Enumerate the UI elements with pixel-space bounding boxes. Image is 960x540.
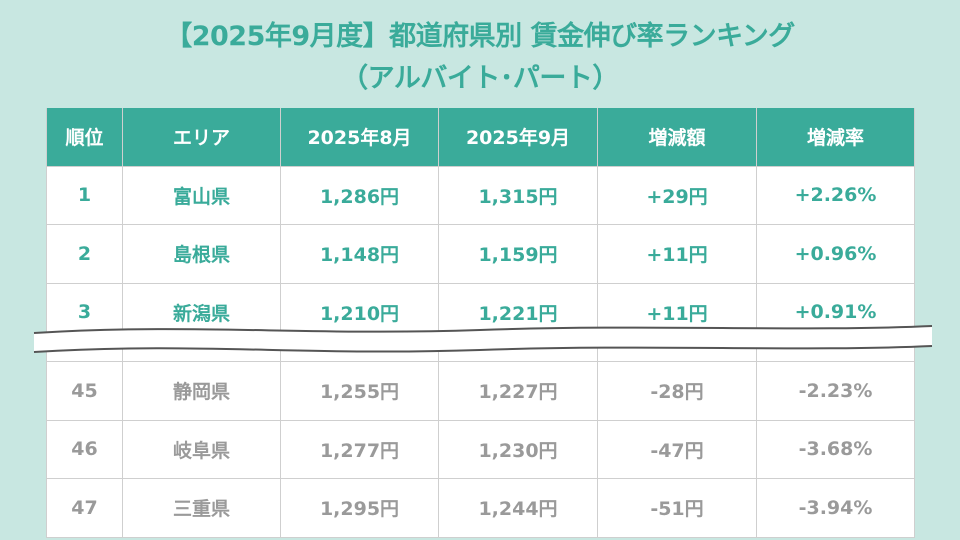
cell: 富山県 [122, 165, 281, 225]
cell: 1,227円 [438, 361, 598, 421]
table-row: 46 岐阜県 1,277円 1,230円 -47円 -3.68% [46, 419, 915, 479]
cell: -47円 [597, 419, 757, 479]
header-rate: 増減率 [756, 108, 915, 167]
header-sep: 2025年9月 [438, 108, 598, 167]
header-aug: 2025年8月 [280, 108, 439, 167]
cell: -2.23% [756, 361, 915, 421]
cell: 1,255円 [280, 361, 439, 421]
cell: +2.26% [756, 165, 915, 225]
cell: 1,230円 [438, 419, 598, 479]
cell: 46 [46, 419, 123, 479]
cell: 島根県 [122, 224, 281, 284]
cell: 静岡県 [122, 361, 281, 421]
cell: +29円 [597, 165, 757, 225]
page-subtitle: （アルバイト･パート） [341, 63, 619, 94]
omission-wave-divider [33, 325, 933, 353]
table-row: 2 島根県 1,148円 1,159円 +11円 +0.96% [46, 224, 915, 284]
table-header: 順位 エリア 2025年8月 2025年9月 増減額 増減率 [46, 108, 915, 167]
cell: 1,295円 [280, 478, 439, 538]
cell: 岐阜県 [122, 419, 281, 479]
table-row: 47 三重県 1,295円 1,244円 -51円 -3.94% [46, 478, 915, 538]
cell: 2 [46, 224, 123, 284]
cell: 45 [46, 361, 123, 421]
cell: -28円 [597, 361, 757, 421]
cell: -3.68% [756, 419, 915, 479]
cell: 1,159円 [438, 224, 598, 284]
cell: +11円 [597, 224, 757, 284]
cell: -3.94% [756, 478, 915, 538]
ranking-table: 順位 エリア 2025年8月 2025年9月 増減額 増減率 1 富山県 1,286… [46, 108, 915, 538]
cell: 1,286円 [280, 165, 439, 225]
table-row: 1 富山県 1,286円 1,315円 +29円 +2.26% [46, 165, 915, 225]
header-area: エリア [122, 108, 281, 167]
cell: 1,244円 [438, 478, 598, 538]
header-change: 増減額 [597, 108, 757, 167]
header-rank: 順位 [46, 108, 123, 167]
cell: 1,148円 [280, 224, 439, 284]
cell: +0.96% [756, 224, 915, 284]
cell: 1,277円 [280, 419, 439, 479]
cell: -51円 [597, 478, 757, 538]
cell: 1,315円 [438, 165, 598, 225]
cell: 三重県 [122, 478, 281, 538]
cell: 1 [46, 165, 123, 225]
page-title: 【2025年9月度】都道府県別 賃金伸び率ランキング [165, 21, 795, 52]
table-row: 45 静岡県 1,255円 1,227円 -28円 -2.23% [46, 361, 915, 421]
cell: 47 [46, 478, 123, 538]
